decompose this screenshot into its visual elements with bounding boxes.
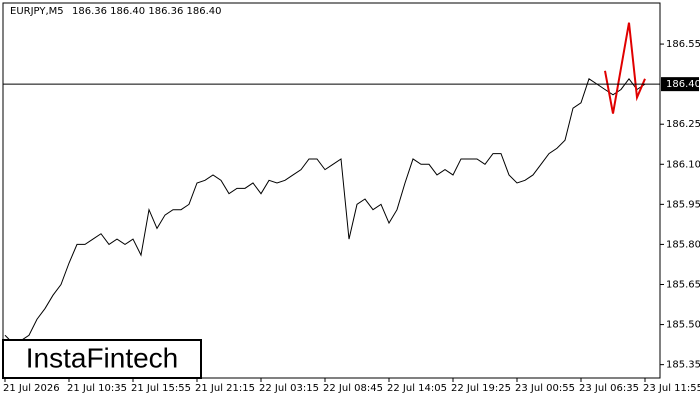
x-tick-label: 21 Jul 15:55 xyxy=(131,383,191,394)
x-tick-label: 22 Jul 19:25 xyxy=(451,383,511,394)
y-tick-label: 185.50 xyxy=(666,320,700,331)
plot-area xyxy=(4,22,646,344)
y-tick-label: 185.95 xyxy=(666,199,700,210)
price-line xyxy=(4,77,646,344)
x-tick-label: 23 Jul 11:55 xyxy=(643,383,700,394)
x-tick-label: 22 Jul 03:15 xyxy=(259,383,319,394)
x-tick-label: 21 Jul 10:35 xyxy=(67,383,127,394)
brand-box xyxy=(2,339,202,379)
chart-title: EURJPY,M5 xyxy=(10,6,64,17)
x-tick-label: 23 Jul 06:35 xyxy=(579,383,639,394)
brand-logo: InstaFintech xyxy=(26,342,179,373)
current-price-label: 186.40 xyxy=(666,79,700,90)
x-tick-label: 21 Jul 21:15 xyxy=(195,383,255,394)
y-tick-label: 185.65 xyxy=(666,280,700,291)
y-tick-label: 186.10 xyxy=(666,159,700,170)
y-tick-label: 185.35 xyxy=(666,360,700,371)
x-tick-label: 23 Jul 00:55 xyxy=(515,383,575,394)
x-tick-label: 22 Jul 08:45 xyxy=(323,383,383,394)
y-tick-label: 185.80 xyxy=(666,239,700,250)
pattern-line xyxy=(604,22,646,114)
current-price-box xyxy=(661,77,699,92)
x-tick-label: 21 Jul 2026 xyxy=(3,383,60,394)
plot-frame xyxy=(2,2,661,379)
y-tick-label: 186.55 xyxy=(666,39,700,50)
y-tick-label: 186.25 xyxy=(666,119,700,130)
x-tick-label: 22 Jul 14:05 xyxy=(387,383,447,394)
quote: 186.36 186.40 186.36 186.40 xyxy=(72,6,222,17)
